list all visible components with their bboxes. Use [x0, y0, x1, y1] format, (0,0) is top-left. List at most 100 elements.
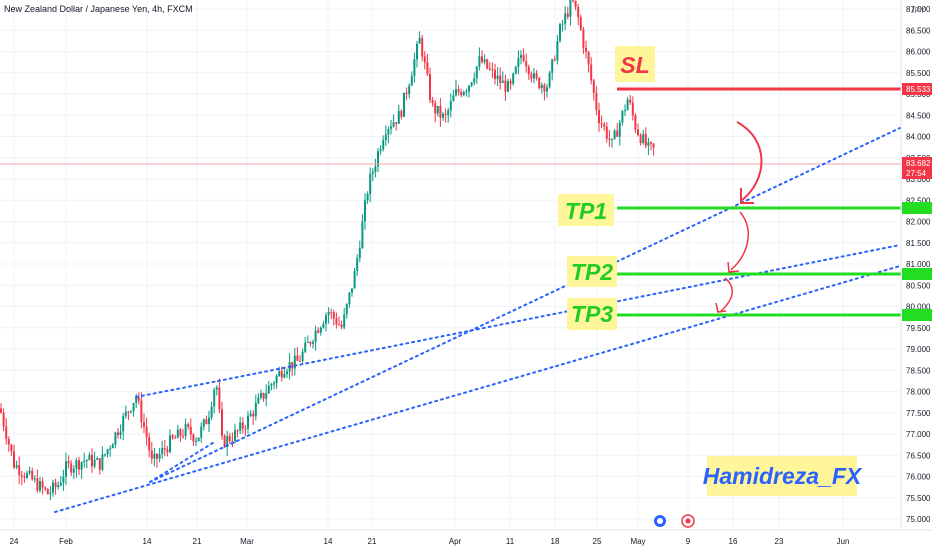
- candle-body: [569, 0, 572, 17]
- sl-price-tag-bg: [902, 83, 932, 95]
- event-icon-earnings[interactable]: [654, 515, 666, 527]
- candle-body: [530, 74, 533, 79]
- candle-body: [546, 87, 548, 92]
- currency-label: JPY: [911, 6, 926, 15]
- time-axis-label: 9: [686, 537, 691, 546]
- candle-body: [208, 417, 210, 425]
- candle-body: [535, 73, 538, 78]
- price-axis-labels: 87.00086.50086.00085.50085.00084.50084.0…: [906, 5, 931, 524]
- candle-body: [392, 122, 395, 127]
- candle-body: [356, 258, 359, 271]
- candle-body: [408, 85, 411, 94]
- candle-body: [465, 91, 468, 93]
- candle-body: [299, 360, 301, 362]
- candle-body: [647, 142, 650, 146]
- arrow-tp2-to-tp3: [720, 277, 733, 312]
- candle-body: [478, 56, 481, 67]
- candle-body: [460, 92, 463, 96]
- tp2-label-box: [567, 256, 617, 287]
- time-axis-label: 23: [775, 537, 784, 546]
- candle-body: [247, 416, 249, 429]
- price-axis-label: 78.000: [906, 388, 931, 397]
- candle-body: [195, 441, 197, 443]
- candle-body: [559, 24, 561, 42]
- time-axis-labels: 24 Feb 14 21 Mar 14 21 Apr 11 18 25 May 9 16 23 Jun: [10, 537, 850, 546]
- candle-body: [273, 383, 275, 385]
- candle-body: [312, 341, 314, 344]
- candle-body: [379, 149, 382, 152]
- candle-body: [390, 126, 392, 129]
- price-axis-label: 85.500: [906, 69, 931, 78]
- price-axis-label: 77.500: [906, 409, 931, 418]
- candle-body: [496, 75, 499, 80]
- candle-body: [468, 85, 470, 92]
- candle-body: [533, 73, 535, 79]
- candle-body: [226, 436, 229, 447]
- candle-body: [36, 478, 39, 491]
- candle-body: [23, 476, 26, 478]
- candle-body: [431, 100, 434, 104]
- candle-body: [52, 482, 54, 493]
- candle-body: [330, 312, 333, 314]
- candle-body: [80, 462, 83, 470]
- candle-body: [473, 78, 476, 83]
- price-axis-label: 81.500: [906, 239, 931, 248]
- candle-body: [343, 314, 346, 328]
- candle-body: [514, 66, 517, 74]
- candle-body: [436, 105, 439, 114]
- candle-body: [561, 23, 564, 25]
- candle-body: [631, 102, 634, 116]
- candle-body: [442, 113, 444, 118]
- tp3-label-box: [567, 298, 617, 330]
- candle-body: [78, 460, 80, 470]
- candle-body: [494, 69, 496, 80]
- candle-body: [54, 482, 57, 488]
- candle-body: [572, 0, 574, 1]
- candle-body: [374, 166, 377, 172]
- symbol-title: New Zealand Dollar / Japanese Yen, 4h, F…: [4, 4, 193, 14]
- candle-body: [254, 403, 257, 417]
- candle-body: [163, 448, 166, 450]
- candle-body: [283, 373, 286, 378]
- time-axis-label: 14: [143, 537, 152, 546]
- candle-body: [397, 110, 400, 124]
- candle-body: [7, 439, 10, 445]
- candle-body: [650, 142, 652, 144]
- candle-body: [621, 110, 624, 123]
- candle-body: [613, 130, 616, 139]
- candle-body: [249, 413, 252, 417]
- upper-wedge-line: [135, 380, 219, 398]
- candle-body: [46, 488, 49, 495]
- candle-body: [49, 492, 52, 495]
- candle-body: [262, 392, 265, 399]
- time-axis-label: Apr: [449, 537, 462, 546]
- candle-body: [520, 55, 522, 58]
- candle-body: [540, 84, 543, 89]
- candle-body: [150, 450, 153, 459]
- candle-body: [223, 436, 226, 447]
- candle-body: [338, 324, 340, 326]
- candle-body: [358, 248, 361, 259]
- candle-body: [98, 458, 101, 470]
- candle-body: [418, 37, 421, 44]
- candle-body: [39, 481, 41, 491]
- candle-body: [119, 431, 122, 435]
- candle-body: [2, 412, 5, 427]
- candle-body: [410, 76, 413, 86]
- candle-body: [642, 134, 645, 143]
- candle-body: [132, 403, 135, 412]
- event-icon-news[interactable]: [681, 514, 695, 528]
- candle-body: [192, 434, 195, 442]
- tp3-price-tag: [902, 309, 932, 321]
- projection-arrows: [715, 121, 763, 313]
- price-axis-label: 79.500: [906, 324, 931, 333]
- candle-body: [169, 435, 171, 453]
- candle-body: [158, 453, 161, 459]
- candle-body: [452, 95, 455, 102]
- price-axis-label: 79.000: [906, 345, 931, 354]
- candle-body: [296, 355, 299, 361]
- candle-body: [421, 37, 424, 57]
- candle-body: [423, 56, 426, 63]
- time-axis-label: 21: [368, 537, 377, 546]
- candle-body: [447, 110, 450, 116]
